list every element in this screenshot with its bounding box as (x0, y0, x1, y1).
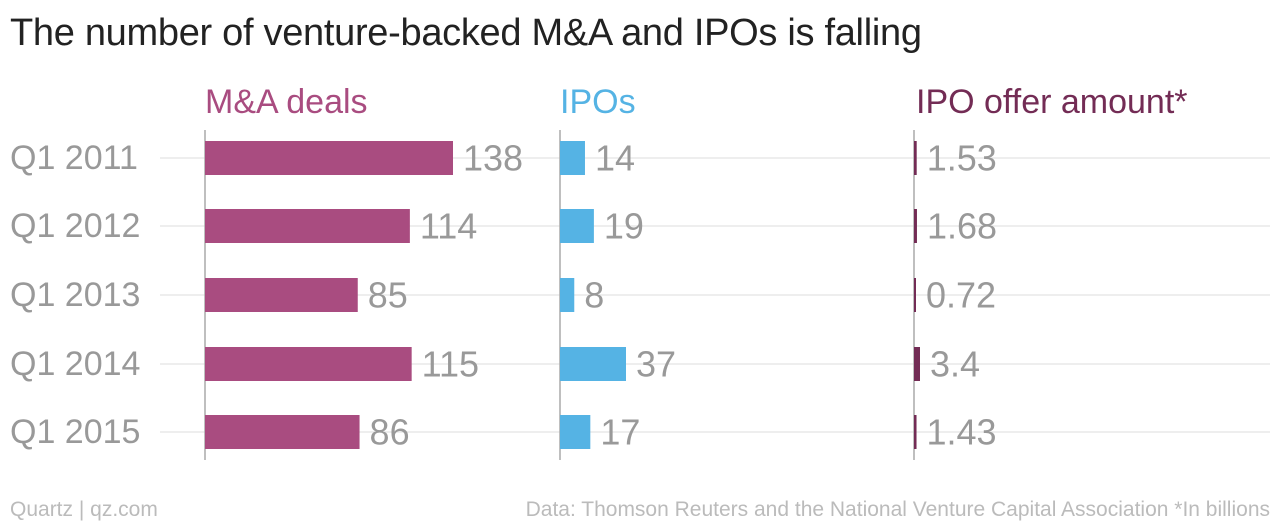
category-label-q1-2011: Q1 2011 (10, 139, 138, 177)
value-label-m-a-deals-q1-2012: 114 (420, 206, 477, 247)
bar-m-a-deals-q1-2013 (205, 278, 358, 312)
value-label-ipo-offer-amount-q1-2014: 3.4 (930, 344, 980, 385)
value-label-ipo-offer-amount-q1-2012: 1.68 (927, 206, 997, 247)
value-label-ipos-q1-2015: 17 (600, 412, 640, 453)
bar-m-a-deals-q1-2011 (205, 141, 453, 175)
chart-title: The number of venture-backed M&A and IPO… (10, 12, 922, 54)
value-label-m-a-deals-q1-2015: 86 (370, 412, 410, 453)
value-label-ipos-q1-2011: 14 (595, 138, 635, 179)
bar-ipos-q1-2011 (560, 141, 585, 175)
value-label-ipos-q1-2014: 37 (636, 344, 676, 385)
series-header-m-a-deals: M&A deals (205, 83, 368, 121)
footer-note: Data: Thomson Reuters and the National V… (525, 498, 1270, 521)
value-label-ipos-q1-2013: 8 (584, 275, 604, 316)
category-label-q1-2012: Q1 2012 (10, 207, 140, 245)
value-label-m-a-deals-q1-2013: 85 (368, 275, 408, 316)
bar-ipos-q1-2014 (560, 347, 626, 381)
bar-ipo-offer-amount-q1-2014 (914, 347, 920, 381)
bar-ipos-q1-2015 (560, 415, 591, 449)
bar-m-a-deals-q1-2015 (205, 415, 360, 449)
category-label-q1-2015: Q1 2015 (10, 413, 140, 451)
bar-m-a-deals-q1-2014 (205, 347, 412, 381)
series-header-ipo-offer-amount: IPO offer amount* (916, 83, 1188, 121)
bar-ipos-q1-2013 (560, 278, 575, 312)
value-label-ipo-offer-amount-q1-2011: 1.53 (927, 138, 997, 179)
bar-ipo-offer-amount-q1-2013 (914, 278, 916, 312)
value-label-m-a-deals-q1-2014: 115 (422, 344, 479, 385)
category-label-q1-2014: Q1 2014 (10, 345, 140, 383)
bar-m-a-deals-q1-2012 (205, 209, 410, 243)
value-label-ipo-offer-amount-q1-2013: 0.72 (926, 275, 996, 316)
series-header-ipos: IPOs (560, 83, 636, 121)
value-label-ipo-offer-amount-q1-2015: 1.43 (927, 412, 997, 453)
category-label-q1-2013: Q1 2013 (10, 276, 140, 314)
bar-ipo-offer-amount-q1-2011 (914, 141, 917, 175)
value-label-ipos-q1-2012: 19 (604, 206, 644, 247)
value-label-m-a-deals-q1-2011: 138 (463, 138, 523, 179)
footer-source: Quartz | qz.com (10, 498, 158, 521)
bar-ipo-offer-amount-q1-2012 (914, 209, 917, 243)
bar-ipo-offer-amount-q1-2015 (914, 415, 917, 449)
bar-ipos-q1-2012 (560, 209, 594, 243)
